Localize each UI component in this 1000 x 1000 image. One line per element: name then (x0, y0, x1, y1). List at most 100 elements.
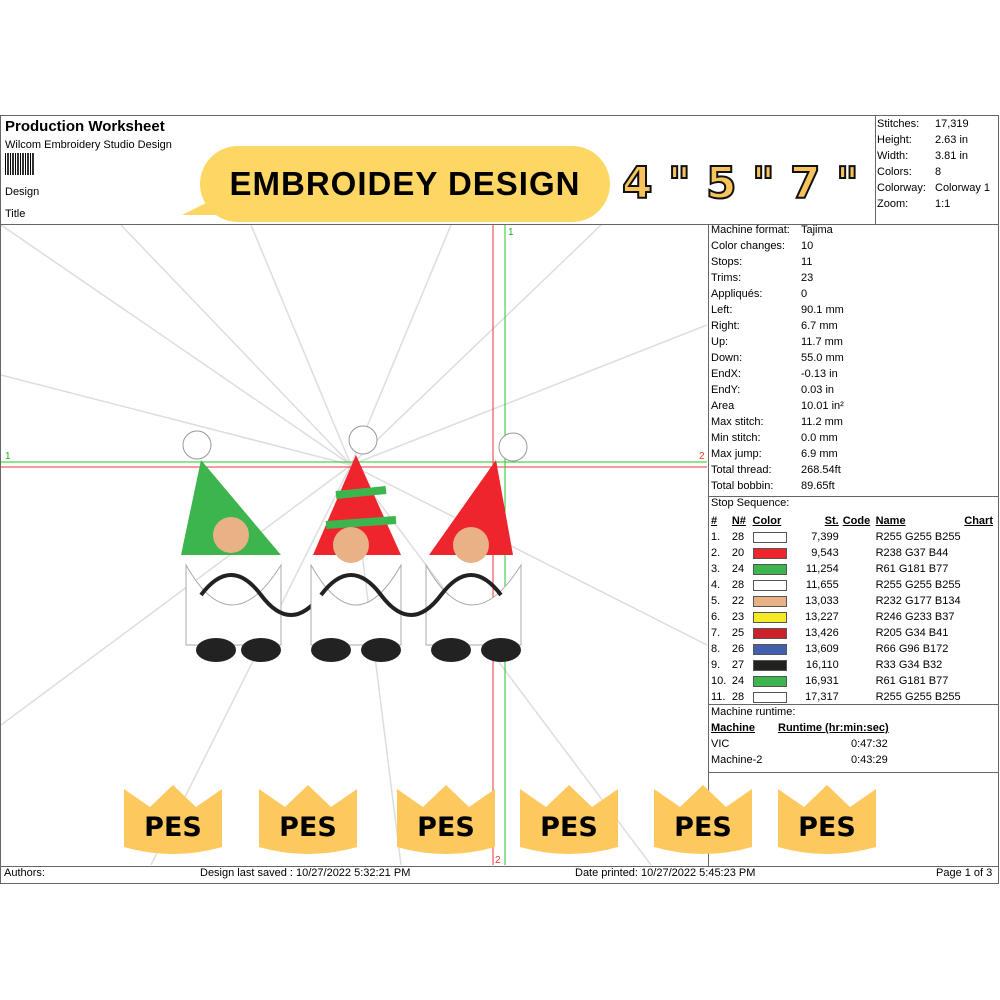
stop-number: 11. (711, 691, 726, 703)
summary-key: Height: (877, 134, 912, 146)
needle-number: 24 (731, 675, 745, 687)
color-cell (752, 641, 799, 657)
last-saved: Design last saved : 10/27/2022 5:32:21 P… (200, 867, 411, 879)
detail-row: Appliqués: 0 (711, 288, 844, 304)
stitch-count: 11,655 (805, 579, 839, 591)
stop-number: 1. (711, 531, 721, 543)
stop-row: 4. 28 11,655 R255 G255 B255 (711, 577, 997, 593)
detail-value: 6.9 mm (801, 448, 838, 460)
summary-value: 17,319 (935, 118, 969, 130)
color-name: R255 G255 B255 (875, 579, 961, 591)
color-swatch (752, 611, 787, 623)
needle-number: 26 (731, 643, 745, 655)
crown-icon (124, 785, 222, 854)
pes-format-badge: PES (257, 785, 359, 855)
summary-row: Width: 3.81 in (877, 148, 994, 164)
color-cell (752, 577, 799, 593)
size-label: 5 " (705, 157, 776, 210)
stop-row: 11. 28 17,317 R255 G255 B255 (711, 689, 997, 705)
stop-number: 5. (711, 595, 721, 607)
divider (708, 224, 709, 866)
design-label: Design (5, 186, 40, 198)
page-number: Page 1 of 3 (936, 867, 993, 879)
stop-row: 1. 28 7,399 R255 G255 B255 (711, 529, 997, 545)
detail-row: EndX: -0.13 in (711, 368, 844, 384)
machine-details: Machine format: Tajima Color changes: 10 Sto… (711, 224, 844, 496)
detail-row: Machine format: Tajima (711, 224, 844, 240)
stitch-count: 13,227 (805, 611, 839, 623)
detail-row: EndY: 0.03 in (711, 384, 844, 400)
stop-sequence: Stop Sequence: # N# Color St. Code Name Chart 1… (711, 497, 997, 705)
detail-value: 6.7 mm (801, 320, 838, 332)
summary-value: 1:1 (935, 198, 951, 210)
pes-label: PES (144, 812, 202, 843)
pes-label: PES (279, 812, 337, 843)
code (843, 609, 876, 625)
stitch-count: 16,931 (805, 675, 839, 687)
detail-row: Area 10.01 in² (711, 400, 844, 416)
detail-value: 10.01 in² (801, 400, 844, 412)
guide-label: 2 (699, 451, 705, 462)
stop-number: 9. (711, 659, 721, 671)
detail-key: Left: (711, 304, 733, 316)
summary-table: Stitches: 17,319 Height: 2.63 in Width: 3.81 … (877, 116, 994, 212)
color-cell (752, 545, 799, 561)
stop-row: 9. 27 16,110 R33 G34 B32 (711, 657, 997, 673)
crown-icon (778, 785, 876, 854)
size-label: 7 " (789, 157, 860, 210)
color-swatch (752, 659, 787, 671)
pes-format-badge: PES (652, 785, 754, 855)
detail-value: 0 (801, 288, 808, 300)
color-swatch (752, 627, 787, 639)
color-cell (752, 625, 799, 641)
summary-row: Height: 2.63 in (877, 132, 994, 148)
detail-key: Area (711, 400, 735, 412)
color-cell (752, 689, 799, 705)
stitch-count: 17,317 (805, 691, 839, 703)
color-swatch (752, 563, 787, 575)
summary-row: Colorway: Colorway 1 (877, 180, 994, 196)
summary-row: Zoom: 1:1 (877, 196, 994, 212)
machine-runtime-value: 0:47:32 (851, 738, 888, 750)
detail-key: Machine format: (711, 224, 790, 236)
color-swatch (752, 531, 787, 543)
needle-number: 22 (731, 595, 745, 607)
runtime-header: Machine (711, 722, 756, 734)
stop-number: 6. (711, 611, 721, 623)
stop-header: # (711, 515, 718, 527)
detail-row: Min stitch: 0.0 mm (711, 432, 844, 448)
detail-value: 23 (801, 272, 814, 284)
color-cell (752, 529, 799, 545)
machine-runtime-value: 0:43:29 (851, 754, 888, 766)
stitch-count: 13,033 (805, 595, 839, 607)
stop-row: 2. 20 9,543 R238 G37 B44 (711, 545, 997, 561)
pes-format-badge: PES (395, 785, 497, 855)
summary-key: Stitches: (877, 118, 920, 130)
gnome-middle (310, 425, 402, 662)
code (843, 641, 876, 657)
divider (708, 772, 999, 773)
detail-key: Stops: (711, 256, 743, 268)
stop-row: 3. 24 11,254 R61 G181 B77 (711, 561, 997, 577)
crown-icon (520, 785, 618, 854)
stitch-count: 7,399 (811, 531, 839, 543)
code (843, 561, 876, 577)
stop-number: 8. (711, 643, 721, 655)
title-label: Title (5, 208, 26, 220)
detail-row: Down: 55.0 mm (711, 352, 844, 368)
stop-header: Chart (964, 515, 993, 527)
detail-row: Left: 90.1 mm (711, 304, 844, 320)
color-cell (752, 561, 799, 577)
code (843, 545, 876, 561)
summary-value: 8 (935, 166, 942, 178)
color-swatch (752, 547, 787, 559)
embroidery-design-badge: EMBROIDEY DESIGN (200, 146, 610, 222)
detail-key: Total thread: (711, 464, 772, 476)
pes-label: PES (540, 812, 598, 843)
detail-key: Max stitch: (711, 416, 764, 428)
pes-format-badge: PES (518, 785, 620, 855)
divider (0, 224, 999, 225)
detail-value: 0.03 in (801, 384, 835, 396)
stop-row: 10. 24 16,931 R61 G181 B77 (711, 673, 997, 689)
stop-row: 6. 23 13,227 R246 G233 B37 (711, 609, 997, 625)
